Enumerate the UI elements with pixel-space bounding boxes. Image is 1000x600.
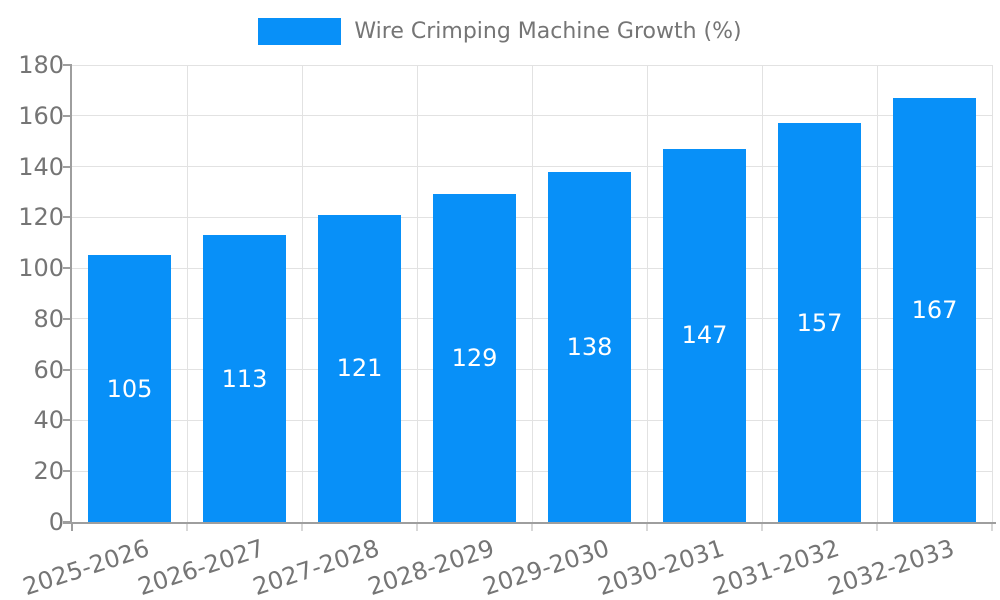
bar-value-label: 121 [336,354,383,383]
bar-value-label: 129 [451,344,498,373]
y-tick [63,419,72,422]
bar: 147 [663,148,746,522]
bar-value-label: 105 [106,374,153,403]
y-tick [63,470,72,473]
y-axis-label: 120 [18,203,64,232]
x-tick [301,522,303,531]
legend-label: Wire Crimping Machine Growth (%) [354,18,742,44]
x-gridline [531,65,533,522]
bar-value-label: 157 [796,308,843,337]
y-tick [63,114,72,117]
y-axis-label: 40 [33,406,64,435]
x-gridline [646,65,648,522]
y-tick [63,165,72,168]
bar: 138 [548,171,631,522]
x-tick [876,522,878,531]
x-gridline [761,65,763,522]
y-axis-label: 160 [18,101,64,130]
x-gridline [186,65,188,522]
bar: 167 [893,98,976,522]
x-gridline [301,65,303,522]
y-axis-line [70,65,72,522]
x-axis-line [63,522,996,524]
y-axis-label: 80 [33,304,64,333]
x-tick [416,522,418,531]
y-tick [63,267,72,270]
bar-value-label: 113 [221,364,268,393]
bar-value-label: 167 [911,295,958,324]
bar: 129 [433,194,516,522]
y-tick [63,216,72,219]
x-gridline [991,65,993,522]
bar: 105 [88,255,171,522]
x-tick [71,522,73,531]
legend: Wire Crimping Machine Growth (%) [0,16,1000,46]
x-gridline [416,65,418,522]
y-axis-label: 180 [18,51,64,79]
y-axis-label: 60 [33,355,64,384]
x-gridline [876,65,878,522]
x-tick [531,522,533,531]
y-tick [63,317,72,320]
y-tick [63,368,72,371]
x-tick [991,522,993,531]
y-axis-label: 20 [33,457,64,486]
bar: 121 [318,214,401,522]
x-tick [186,522,188,531]
x-tick [646,522,648,531]
bar-value-label: 147 [681,321,728,350]
x-tick [761,522,763,531]
y-axis-label: 0 [48,508,64,536]
legend-swatch [258,17,342,45]
bar-value-label: 138 [566,332,613,361]
y-axis-label: 100 [18,254,64,283]
y-axis-label: 140 [18,152,64,181]
bar: 113 [203,235,286,522]
y-tick [63,64,72,66]
bar: 157 [778,123,861,522]
